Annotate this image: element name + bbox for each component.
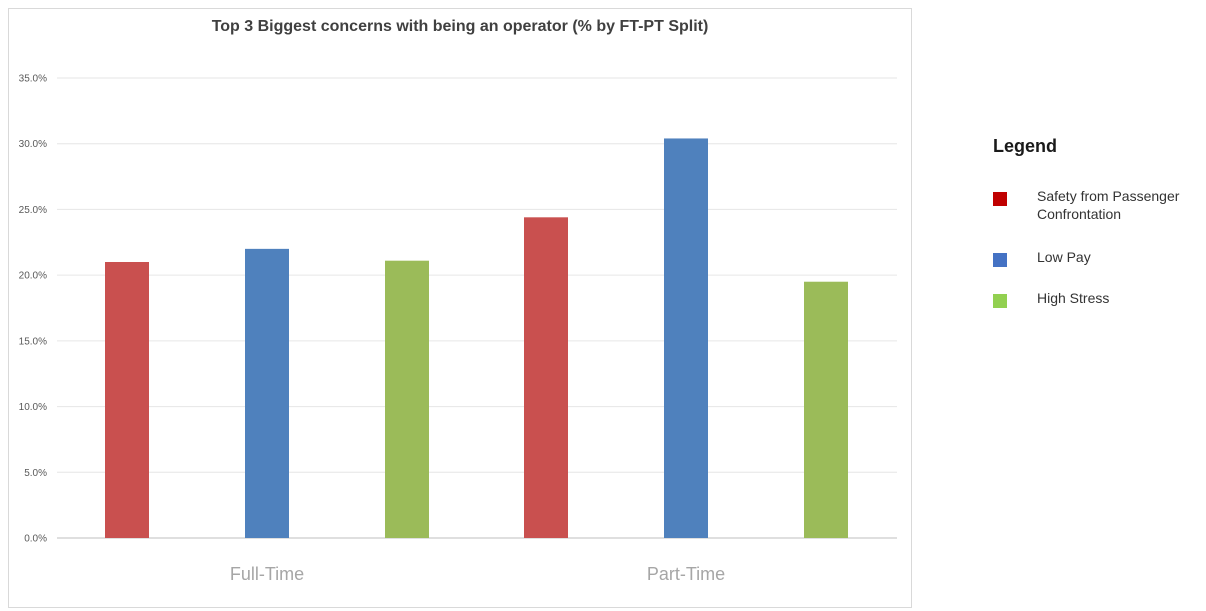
chart-title: Top 3 Biggest concerns with being an ope… xyxy=(211,18,709,35)
bar xyxy=(105,262,149,538)
legend-swatch-high-stress xyxy=(993,294,1007,308)
x-category-label: Full-Time xyxy=(230,564,304,584)
y-tick-label: 0.0% xyxy=(24,534,47,545)
legend-label-safety: Safety from Passenger Confrontation xyxy=(1037,188,1180,222)
legend: Legend Safety from Passenger Confrontati… xyxy=(993,136,1206,330)
y-tick-label: 20.0% xyxy=(19,271,47,282)
y-tick-label: 5.0% xyxy=(24,468,47,479)
bar xyxy=(804,281,848,538)
legend-swatch-safety xyxy=(993,192,1007,206)
x-category-label: Part-Time xyxy=(647,564,725,584)
legend-label-low-pay: Low Pay xyxy=(1037,249,1091,265)
y-tick-label: 10.0% xyxy=(19,402,47,413)
legend-title: Legend xyxy=(993,136,1058,156)
legend-item-safety: Safety from Passenger Confrontation xyxy=(993,187,1206,227)
bar xyxy=(385,260,429,538)
y-tick-label: 25.0% xyxy=(19,205,47,216)
bar xyxy=(524,217,568,539)
bar-chart-plot: 0.0% 5.0% 10.0% 15.0% 20.0% 25.0% 30.0% 35.0% Fu… xyxy=(19,74,897,584)
legend-label-high-stress: High Stress xyxy=(1037,290,1110,306)
chart-panel xyxy=(8,8,912,608)
legend-swatch-low-pay xyxy=(993,253,1007,267)
y-tick-label: 35.0% xyxy=(19,74,47,85)
legend-item-low-pay: Low Pay xyxy=(993,248,1206,268)
bar xyxy=(664,138,708,538)
legend-item-high-stress: High Stress xyxy=(993,289,1206,309)
y-tick-label: 15.0% xyxy=(19,336,47,347)
bar xyxy=(245,248,289,538)
y-tick-label: 30.0% xyxy=(19,139,47,150)
